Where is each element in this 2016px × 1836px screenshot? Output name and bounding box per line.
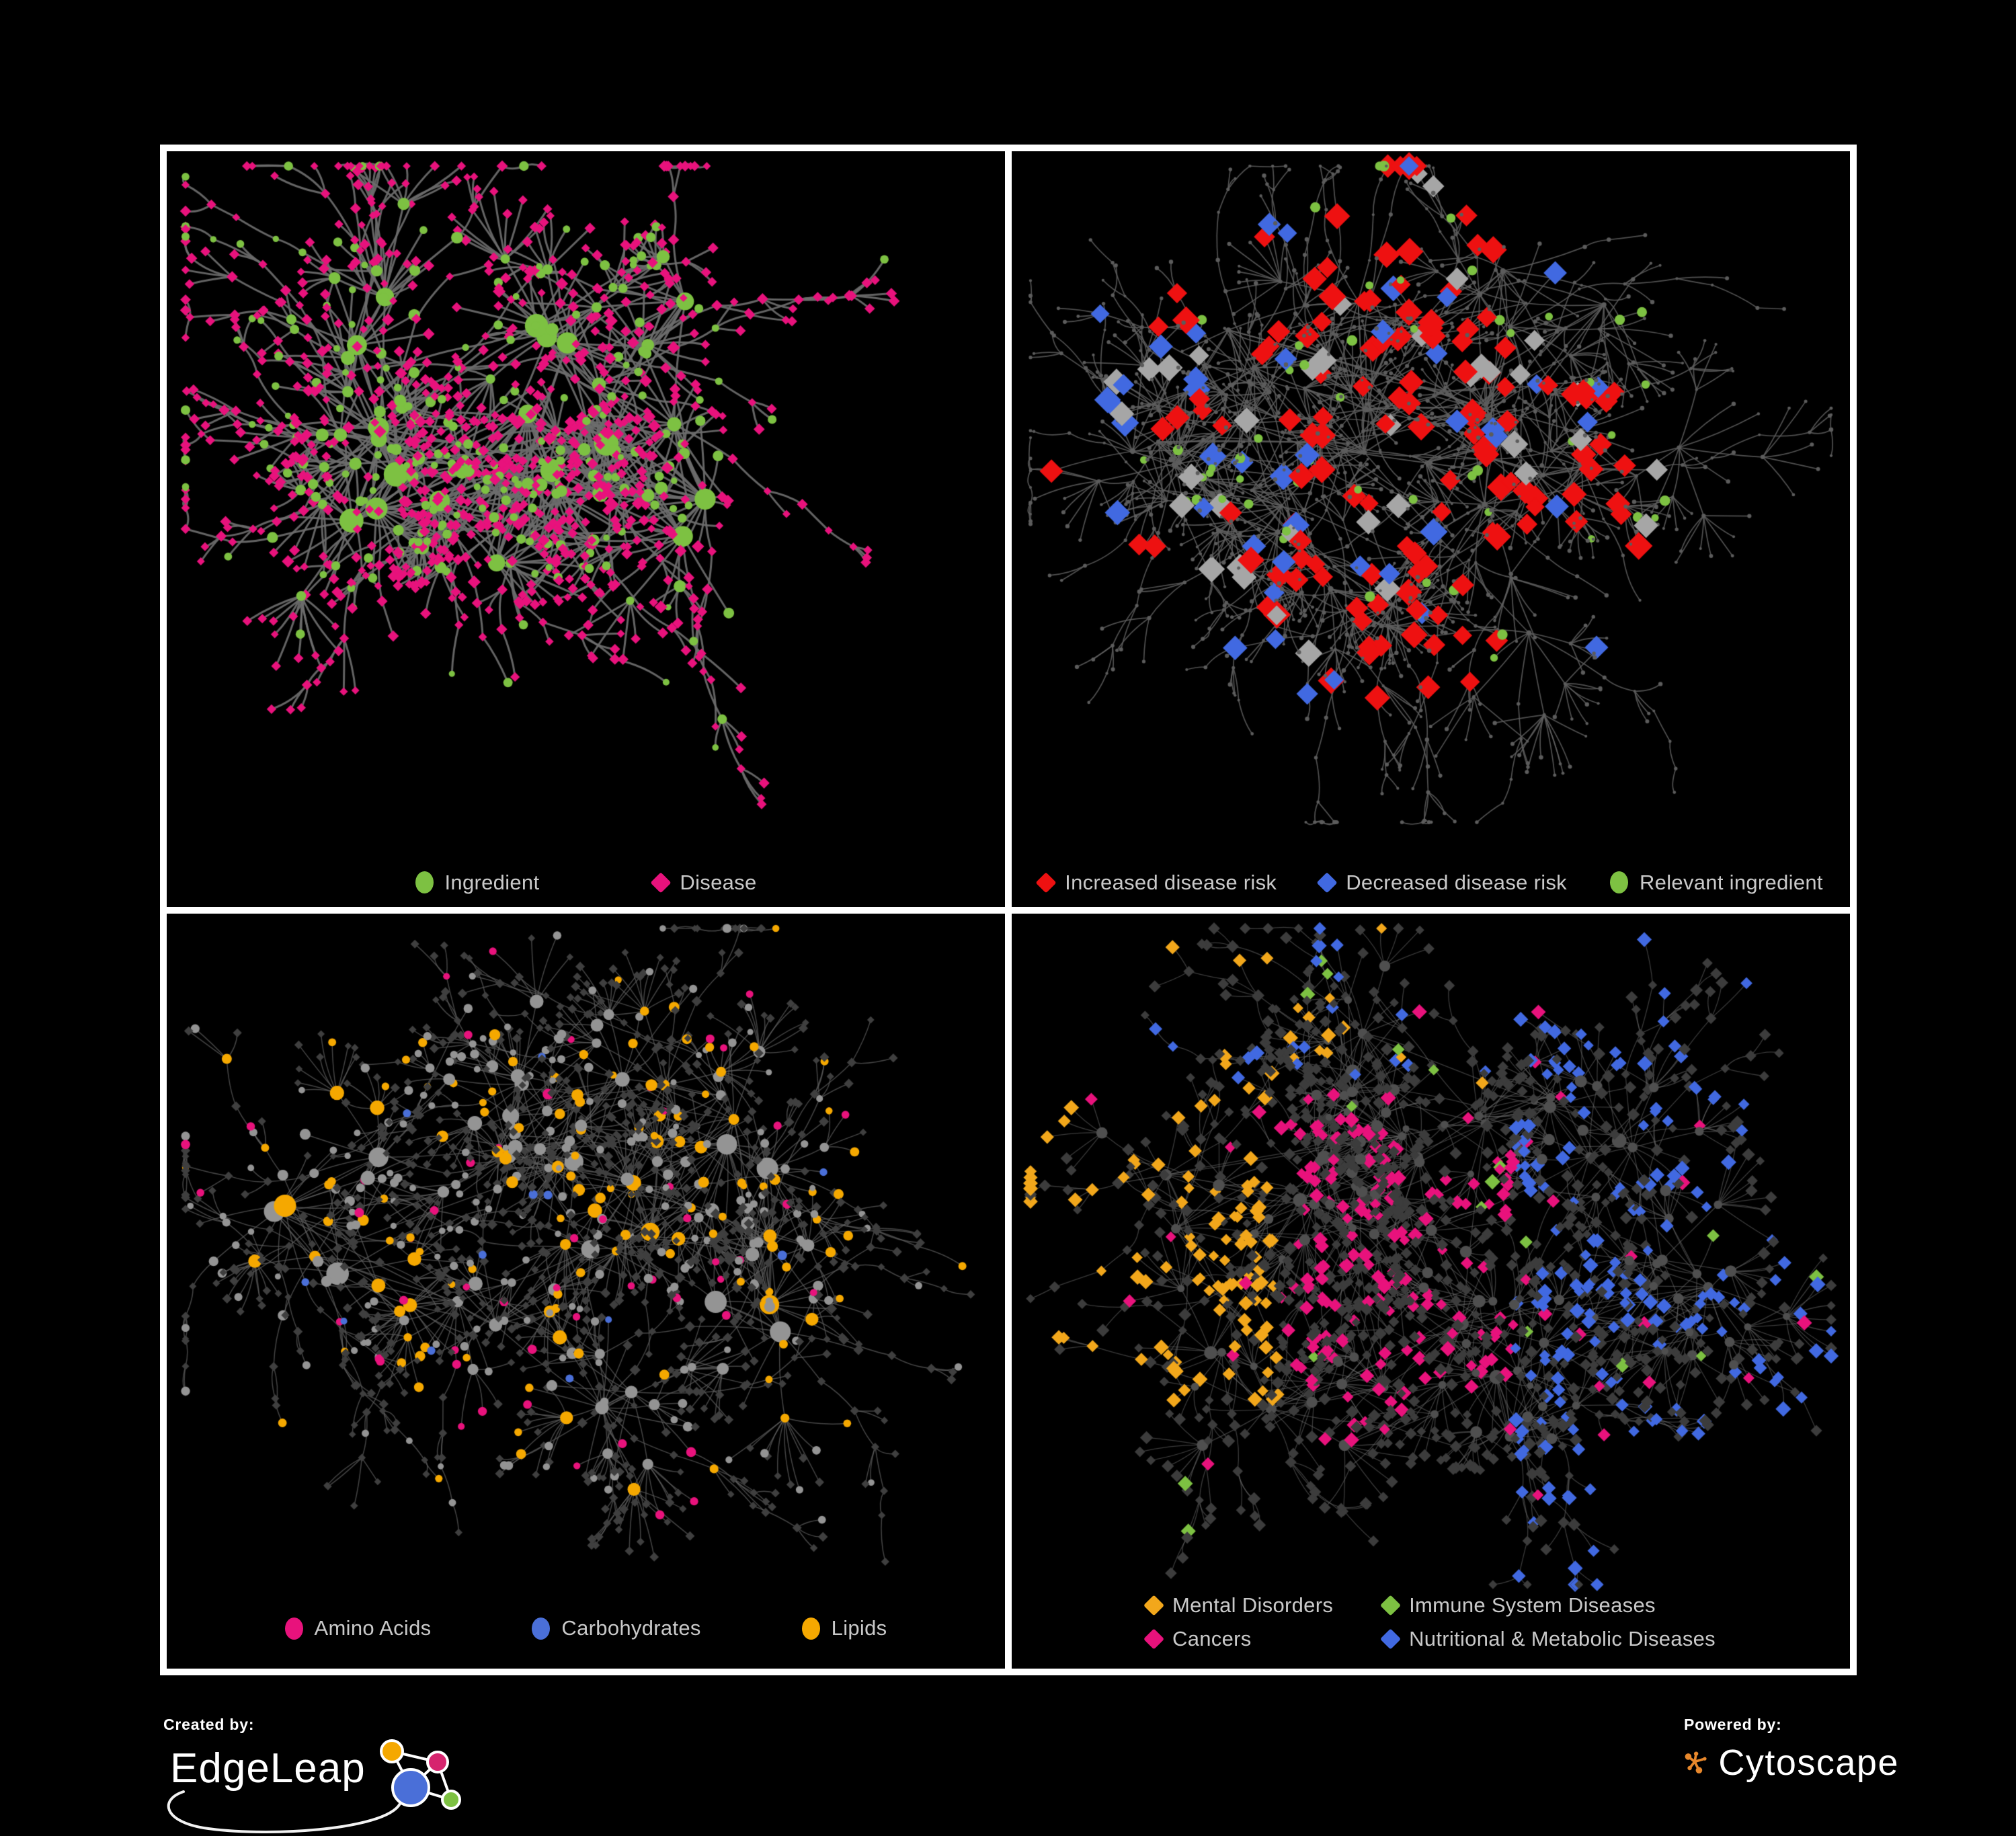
legend-item: Disease xyxy=(650,870,757,895)
legend-item: Increased disease risk xyxy=(1035,870,1277,895)
circle-swatch-icon xyxy=(1610,871,1628,893)
legend-item: Ingredient xyxy=(415,871,540,895)
diamond-swatch-icon xyxy=(1035,871,1057,893)
diamond-swatch-icon xyxy=(1379,1628,1401,1650)
network-panel-disease-classes: Mental Disorders Immune System Diseases Ca… xyxy=(1012,913,1850,1669)
legend: Increased disease risk Decreased disease … xyxy=(1012,871,1850,895)
legend-item: Carbohydrates xyxy=(532,1616,700,1640)
legend-item: Immune System Diseases xyxy=(1379,1593,1656,1618)
edgeleap-network-icon xyxy=(167,1739,461,1833)
diamond-swatch-icon xyxy=(650,871,672,893)
network-canvas xyxy=(1012,913,1850,1594)
circle-swatch-icon xyxy=(532,1617,551,1640)
legend-label: Carbohydrates xyxy=(561,1616,701,1640)
legend: Ingredient Disease xyxy=(167,871,1005,895)
legend: Amino Acids Carbohydrates Lipids xyxy=(167,1616,1005,1640)
network-canvas xyxy=(167,151,1005,832)
diamond-swatch-icon xyxy=(1379,1595,1401,1616)
circle-swatch-icon xyxy=(415,871,434,893)
legend-label: Decreased disease risk xyxy=(1346,870,1567,894)
diamond-swatch-icon xyxy=(1143,1595,1164,1616)
legend-item: Nutritional & Metabolic Diseases xyxy=(1379,1627,1716,1651)
network-panel-macronutrients: Amino Acids Carbohydrates Lipids xyxy=(167,913,1005,1669)
legend-item: Cancers xyxy=(1143,1627,1252,1651)
legend-label: Lipids xyxy=(831,1616,887,1640)
legend-label: Amino Acids xyxy=(314,1616,432,1640)
legend-label: Disease xyxy=(680,870,757,894)
edgeleap-logo-text: EdgeLeap xyxy=(170,1745,366,1792)
legend-label: Relevant ingredient xyxy=(1640,870,1823,894)
legend-label: Ingredient xyxy=(444,870,540,894)
edgeleap-credit: Created by: EdgeLeap xyxy=(163,1716,499,1833)
legend: Mental Disorders Immune System Diseases Ca… xyxy=(1143,1593,1716,1651)
edgeleap-logo: EdgeLeap xyxy=(163,1735,486,1833)
created-by-label: Created by: xyxy=(163,1716,255,1733)
network-canvas xyxy=(167,913,1005,1594)
powered-by-label: Powered by: xyxy=(1684,1716,1782,1733)
legend-label: Immune System Diseases xyxy=(1409,1593,1656,1617)
network-panel-ingredient-disease: Ingredient Disease xyxy=(167,151,1005,907)
panel-grid: Ingredient Disease Increased disease risk… xyxy=(160,145,1857,1675)
circle-swatch-icon xyxy=(284,1617,303,1640)
legend-label: Increased disease risk xyxy=(1065,870,1277,894)
legend-item: Lipids xyxy=(801,1616,887,1640)
legend-label: Nutritional & Metabolic Diseases xyxy=(1409,1627,1716,1650)
legend-label: Mental Disorders xyxy=(1172,1593,1334,1617)
circle-swatch-icon xyxy=(801,1617,820,1640)
cytoscape-logo-text: Cytoscape xyxy=(1718,1743,1899,1783)
legend-label: Cancers xyxy=(1172,1627,1252,1650)
legend-item: Relevant ingredient xyxy=(1610,871,1823,895)
cytoscape-icon xyxy=(1685,1751,1707,1774)
diamond-swatch-icon xyxy=(1143,1628,1164,1650)
diamond-swatch-icon xyxy=(1316,871,1338,893)
network-panel-disease-risk: Increased disease risk Decreased disease … xyxy=(1012,151,1850,907)
network-canvas xyxy=(1012,151,1850,832)
legend-item: Mental Disorders xyxy=(1143,1593,1334,1618)
cytoscape-logo: Cytoscape xyxy=(1684,1739,1899,1786)
legend-item: Amino Acids xyxy=(284,1616,432,1640)
legend-item: Decreased disease risk xyxy=(1316,870,1567,895)
cytoscape-credit: Powered by: Cytosc xyxy=(1684,1716,1899,1803)
